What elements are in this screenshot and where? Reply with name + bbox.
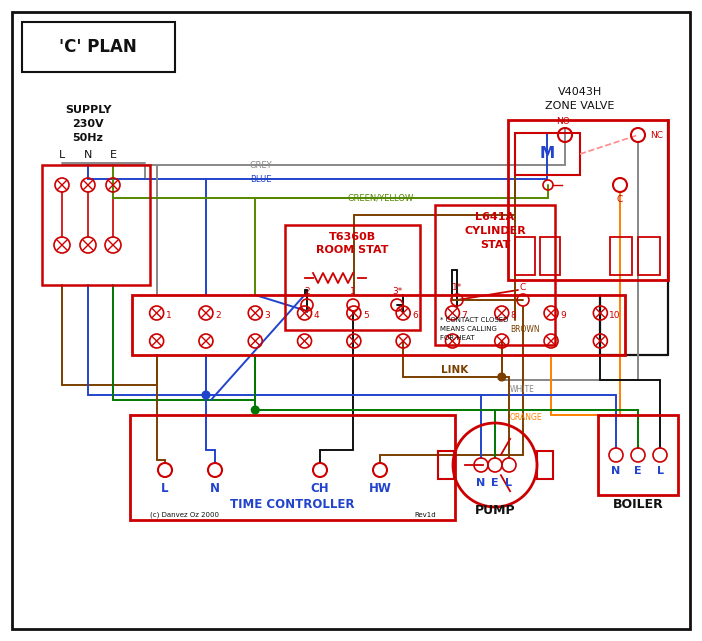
Text: E: E (491, 478, 499, 488)
Text: ZONE VALVE: ZONE VALVE (545, 101, 615, 111)
Text: L: L (505, 478, 512, 488)
Bar (285, 225, 420, 330)
Text: GREY: GREY (250, 160, 272, 169)
Bar (598, 415, 678, 495)
Text: 9: 9 (560, 310, 566, 319)
Circle shape (252, 406, 259, 413)
Text: FOR HEAT: FOR HEAT (440, 335, 475, 341)
Text: 230V: 230V (72, 119, 104, 129)
Text: 3: 3 (264, 310, 270, 319)
Text: 1: 1 (166, 310, 171, 319)
Text: GREEN/YELLOW: GREEN/YELLOW (348, 194, 414, 203)
Bar (508, 120, 668, 280)
Text: E: E (634, 466, 642, 476)
Text: CH: CH (311, 481, 329, 494)
Text: SUPPLY: SUPPLY (65, 105, 111, 115)
Text: L: L (59, 150, 65, 160)
Text: 8: 8 (511, 310, 517, 319)
Text: N: N (210, 481, 220, 494)
Bar (130, 415, 455, 520)
Text: 'C' PLAN: 'C' PLAN (59, 38, 137, 56)
Text: 2: 2 (304, 287, 310, 296)
Text: L: L (161, 481, 168, 494)
Text: 3*: 3* (392, 287, 402, 296)
Text: L: L (656, 466, 663, 476)
Text: NC: NC (650, 131, 663, 140)
Bar (515, 133, 580, 175)
Bar (438, 451, 454, 479)
Text: T6360B: T6360B (329, 232, 376, 242)
Text: 10: 10 (609, 310, 621, 319)
Text: N: N (611, 466, 621, 476)
Bar (42, 165, 150, 285)
Text: BOILER: BOILER (613, 499, 663, 512)
Text: HW: HW (369, 481, 392, 494)
Text: WHITE: WHITE (510, 385, 535, 394)
Text: CYLINDER: CYLINDER (464, 226, 526, 236)
Bar (435, 205, 555, 345)
Text: C: C (617, 194, 623, 203)
Text: 4: 4 (314, 310, 319, 319)
Text: 2: 2 (215, 310, 220, 319)
Text: Rev1d: Rev1d (414, 512, 436, 518)
Text: STAT: STAT (479, 240, 510, 250)
Text: BLUE: BLUE (250, 174, 272, 183)
Text: BROWN: BROWN (510, 326, 540, 335)
Circle shape (202, 392, 209, 399)
Text: 7: 7 (461, 310, 468, 319)
Text: LINK: LINK (442, 365, 469, 375)
Text: C: C (520, 283, 526, 292)
Text: MEANS CALLING: MEANS CALLING (440, 326, 497, 332)
Text: 1*: 1* (452, 283, 462, 292)
Text: NO: NO (556, 117, 570, 126)
Text: E: E (110, 150, 117, 160)
Bar (515, 237, 535, 275)
Circle shape (498, 374, 505, 381)
Bar (22, 22, 175, 72)
Text: PUMP: PUMP (475, 503, 515, 517)
Text: * CONTACT CLOSED: * CONTACT CLOSED (440, 317, 508, 323)
Text: 50Hz: 50Hz (72, 133, 103, 143)
Text: N: N (84, 150, 92, 160)
Text: V4043H: V4043H (558, 87, 602, 97)
Bar (132, 295, 625, 355)
Text: TIME CONTROLLER: TIME CONTROLLER (230, 499, 355, 512)
Text: 5: 5 (363, 310, 369, 319)
Text: (c) Danvez Oz 2000: (c) Danvez Oz 2000 (150, 512, 219, 519)
Text: 6: 6 (412, 310, 418, 319)
Text: M: M (539, 147, 555, 162)
Bar (540, 237, 560, 275)
Text: 1: 1 (350, 287, 356, 296)
Text: L641A: L641A (475, 212, 515, 222)
Text: ORANGE: ORANGE (510, 413, 543, 422)
Bar (638, 237, 660, 275)
Bar (610, 237, 632, 275)
Text: N: N (477, 478, 486, 488)
Text: ROOM STAT: ROOM STAT (316, 245, 389, 255)
Bar (537, 451, 553, 479)
